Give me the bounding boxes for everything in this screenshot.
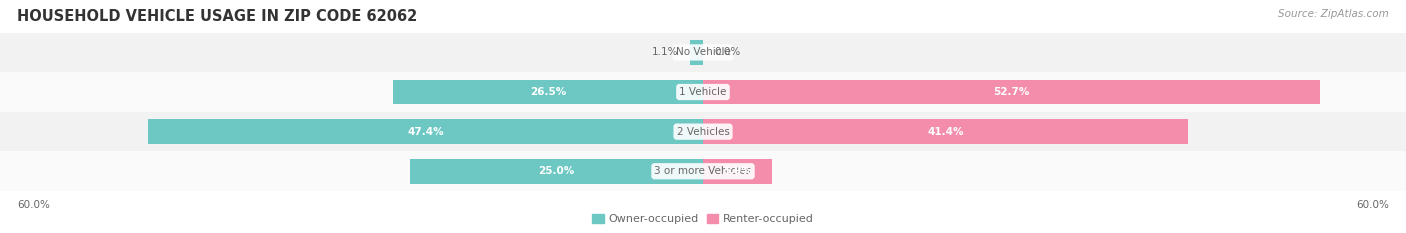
Text: 1 Vehicle: 1 Vehicle — [679, 87, 727, 97]
Bar — [0, 112, 1406, 151]
Bar — [703, 119, 1188, 144]
Text: 1.1%: 1.1% — [652, 48, 678, 57]
Text: 60.0%: 60.0% — [17, 200, 49, 210]
Text: No Vehicle: No Vehicle — [675, 48, 731, 57]
Legend: Owner-occupied, Renter-occupied: Owner-occupied, Renter-occupied — [588, 209, 818, 229]
Text: 41.4%: 41.4% — [928, 127, 963, 137]
Bar — [411, 159, 703, 184]
Bar — [0, 151, 1406, 191]
Text: 2 Vehicles: 2 Vehicles — [676, 127, 730, 137]
Text: 25.0%: 25.0% — [538, 166, 575, 176]
Text: 0.0%: 0.0% — [714, 48, 741, 57]
Text: 52.7%: 52.7% — [994, 87, 1031, 97]
Bar — [392, 80, 703, 104]
Bar — [690, 40, 703, 65]
Text: Source: ZipAtlas.com: Source: ZipAtlas.com — [1278, 9, 1389, 19]
Bar — [703, 80, 1320, 104]
Text: 3 or more Vehicles: 3 or more Vehicles — [654, 166, 752, 176]
Text: 47.4%: 47.4% — [406, 127, 444, 137]
Text: 5.9%: 5.9% — [723, 166, 752, 176]
Text: 26.5%: 26.5% — [530, 87, 565, 97]
Bar — [703, 159, 772, 184]
Bar — [0, 72, 1406, 112]
Bar — [0, 33, 1406, 72]
Bar — [148, 119, 703, 144]
Text: 60.0%: 60.0% — [1357, 200, 1389, 210]
Text: HOUSEHOLD VEHICLE USAGE IN ZIP CODE 62062: HOUSEHOLD VEHICLE USAGE IN ZIP CODE 6206… — [17, 9, 418, 24]
